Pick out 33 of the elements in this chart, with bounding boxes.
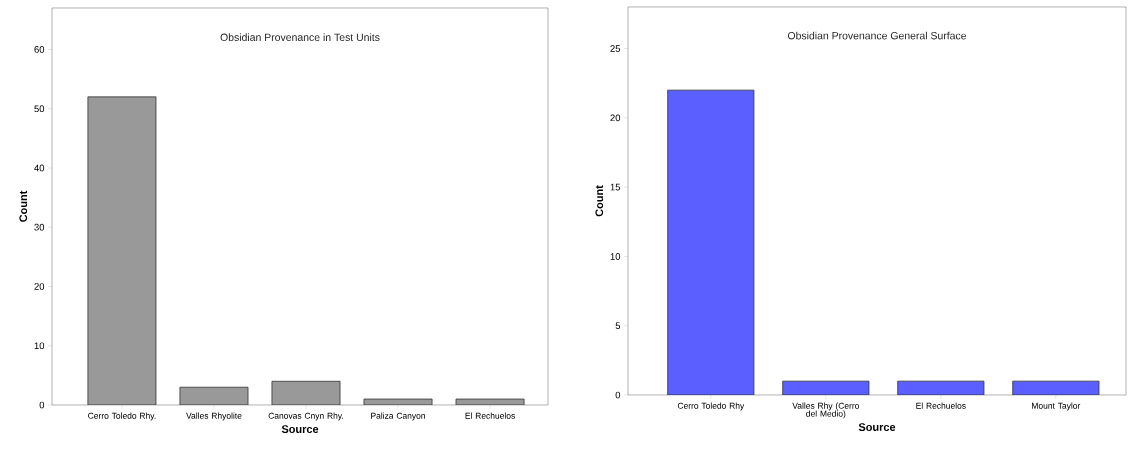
bar xyxy=(455,398,525,405)
y-tick-label: 0 xyxy=(39,401,45,409)
bar xyxy=(363,398,433,405)
y-tick-label: 10 xyxy=(34,342,45,350)
x-tick-label: Valles Rhy (Cerro del Medio) xyxy=(792,402,860,419)
y-tick-label: 25 xyxy=(610,45,621,52)
x-tick-label: El Rechuelos xyxy=(465,412,515,419)
x-tick-label: Paliza Canyon xyxy=(371,412,425,421)
y-tick-label: 50 xyxy=(34,105,45,113)
x-axis-title: Source xyxy=(858,423,896,431)
x-tick-label: Canovas Cnyn Rhy. xyxy=(268,412,344,421)
bar xyxy=(179,386,249,405)
y-tick-label: 0 xyxy=(615,391,621,399)
y-tick-label: 20 xyxy=(34,283,45,290)
y-tick-label: 60 xyxy=(34,46,45,53)
y-tick-label: 20 xyxy=(610,114,621,122)
y-axis-title: Count xyxy=(595,185,604,217)
x-tick-label: El Rechuelos xyxy=(916,402,966,409)
x-tick-label: Mount Taylor xyxy=(1032,402,1081,411)
y-tick-label: 10 xyxy=(610,253,621,260)
text: Obsidian Provenance in Test Units xyxy=(220,33,380,42)
bar xyxy=(271,380,341,405)
y-axis-title: Count xyxy=(19,190,28,222)
x-tick-label: Cerro Toledo Rhy. xyxy=(88,412,156,421)
bar xyxy=(87,96,157,405)
x-tick-label: Valles Rhyolite xyxy=(186,412,242,421)
y-tick-label: 30 xyxy=(34,223,45,231)
y-tick-label: 15 xyxy=(610,183,621,191)
y-tick-label: 40 xyxy=(34,164,45,172)
y-tick-label: 5 xyxy=(615,322,621,329)
text: Obsidian Provenance General Surface xyxy=(787,31,967,40)
x-tick-label: Cerro Toledo Rhy xyxy=(677,402,745,411)
x-axis-title: Source xyxy=(281,425,319,433)
